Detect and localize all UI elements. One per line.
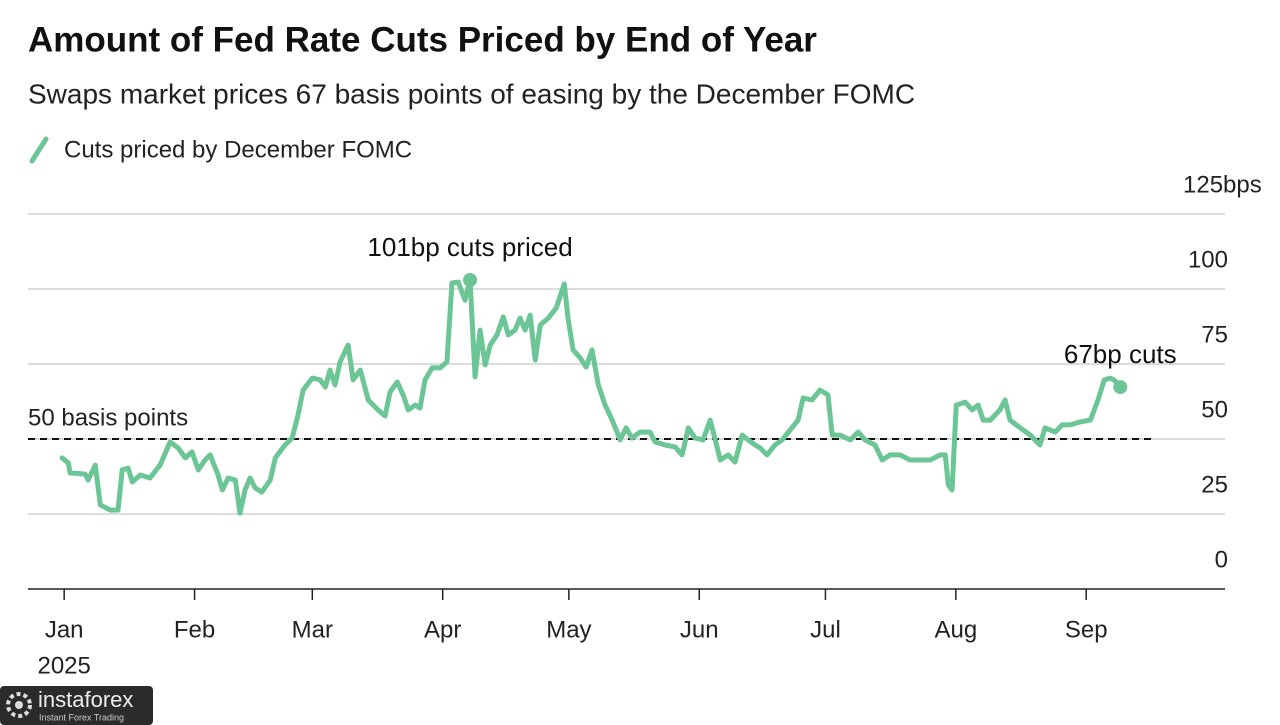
x-tick-label: Feb: [174, 616, 215, 643]
reference-label: 50 basis points: [28, 404, 188, 431]
watermark-tagline: Instant Forex Trading: [39, 712, 124, 722]
x-year-label: 2025: [37, 652, 90, 679]
y-tick-label: 25: [1201, 471, 1228, 498]
watermark-name: instaforex: [38, 687, 133, 712]
legend-swatch: [29, 136, 49, 164]
x-tick-label: Jul: [810, 616, 841, 643]
x-tick-label: Mar: [292, 616, 333, 643]
annotation-label: 67bp cuts: [1064, 339, 1177, 369]
chart-subtitle: Swaps market prices 67 basis points of e…: [28, 78, 915, 109]
series-line: [59, 277, 1123, 516]
annotation-label: 101bp cuts priced: [367, 232, 572, 262]
y-tick-label: 100: [1188, 246, 1228, 273]
annotation-dot: [463, 273, 478, 287]
y-tick-label: 0: [1215, 546, 1228, 573]
x-tick-label: Jun: [680, 616, 719, 643]
y-tick-label: 75: [1201, 321, 1228, 348]
x-tick-label: Aug: [934, 616, 977, 643]
annotation-dot: [1113, 380, 1128, 395]
x-tick-label: Apr: [424, 616, 461, 643]
x-tick-label: May: [546, 616, 591, 643]
x-tick-label: Jan: [45, 616, 84, 643]
watermark-icon-core: [15, 701, 23, 709]
x-tick-label: Sep: [1065, 616, 1108, 643]
watermark-icon: [6, 692, 32, 718]
watermark: instaforex Instant Forex Trading: [0, 686, 153, 725]
legend: Cuts priced by December FOMC: [29, 136, 412, 164]
y-tick-label: 125bps: [1183, 171, 1262, 198]
y-tick-label: 50: [1201, 396, 1228, 423]
legend-label: Cuts priced by December FOMC: [64, 136, 412, 163]
watermark-box: [0, 686, 153, 725]
chart-title: Amount of Fed Rate Cuts Priced by End of…: [28, 20, 817, 59]
